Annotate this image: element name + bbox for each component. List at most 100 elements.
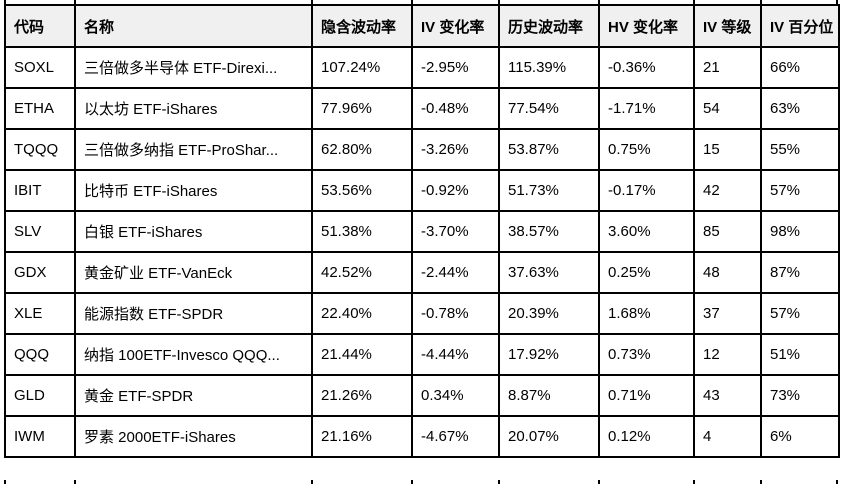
cell-code[interactable]: TQQQ	[4, 128, 76, 171]
cell-iv_percentile[interactable]: 87%	[760, 251, 840, 294]
table-row: ETHA 以太坊 ETF-iShares 77.96% -0.48% 77.54% -1.…	[4, 87, 840, 130]
cell-hv_change[interactable]: 1.68%	[598, 292, 695, 335]
cell-name[interactable]: 能源指数 ETF-SPDR	[74, 292, 313, 335]
cell-name[interactable]: 罗素 2000ETF-iShares	[74, 415, 313, 458]
cell-historical_volatility[interactable]: 115.39%	[498, 46, 600, 89]
cell-name[interactable]: 黄金 ETF-SPDR	[74, 374, 313, 417]
cell-iv_percentile[interactable]: 57%	[760, 292, 840, 335]
cell-implied_volatility[interactable]: 77.96%	[311, 87, 413, 130]
cell-iv_rank[interactable]: 4	[693, 415, 762, 458]
cell-hv_change[interactable]: 0.71%	[598, 374, 695, 417]
cell-name[interactable]: 黄金矿业 ETF-VanEck	[74, 251, 313, 294]
cell-implied_volatility[interactable]: 51.38%	[311, 210, 413, 253]
cell-code[interactable]: SOXL	[4, 46, 76, 89]
cell-hv_change[interactable]: 0.12%	[598, 415, 695, 458]
cell-historical_volatility[interactable]: 20.07%	[498, 415, 600, 458]
cell-historical_volatility[interactable]: 17.92%	[498, 333, 600, 376]
grid-line-stub	[693, 480, 695, 484]
cell-iv_change[interactable]: -2.44%	[411, 251, 500, 294]
cell-iv_rank[interactable]: 21	[693, 46, 762, 89]
cell-hv_change[interactable]: -0.17%	[598, 169, 695, 212]
cell-iv_change[interactable]: 0.34%	[411, 374, 500, 417]
cell-iv_rank[interactable]: 15	[693, 128, 762, 171]
cell-iv_percentile[interactable]: 57%	[760, 169, 840, 212]
cell-iv_percentile[interactable]: 66%	[760, 46, 840, 89]
cell-implied_volatility[interactable]: 62.80%	[311, 128, 413, 171]
cell-code[interactable]: SLV	[4, 210, 76, 253]
grid-line-stub	[74, 0, 76, 4]
cell-name[interactable]: 三倍做多纳指 ETF-ProShar...	[74, 128, 313, 171]
cell-hv_change[interactable]: 0.25%	[598, 251, 695, 294]
cell-iv_rank[interactable]: 43	[693, 374, 762, 417]
table-row: SLV 白银 ETF-iShares 51.38% -3.70% 38.57% 3.60%…	[4, 210, 840, 253]
cell-iv_percentile[interactable]: 6%	[760, 415, 840, 458]
cell-hv_change[interactable]: -0.36%	[598, 46, 695, 89]
column-header-historical_volatility[interactable]: 历史波动率	[498, 4, 600, 48]
cell-hv_change[interactable]: 0.73%	[598, 333, 695, 376]
cell-implied_volatility[interactable]: 53.56%	[311, 169, 413, 212]
cell-iv_rank[interactable]: 37	[693, 292, 762, 335]
cell-name[interactable]: 白银 ETF-iShares	[74, 210, 313, 253]
cell-iv_change[interactable]: -0.92%	[411, 169, 500, 212]
column-header-name[interactable]: 名称	[74, 4, 313, 48]
cell-historical_volatility[interactable]: 8.87%	[498, 374, 600, 417]
cell-implied_volatility[interactable]: 42.52%	[311, 251, 413, 294]
column-header-implied_volatility[interactable]: 隐含波动率	[311, 4, 413, 48]
table-row: GDX 黄金矿业 ETF-VanEck 42.52% -2.44% 37.63% 0.25…	[4, 251, 840, 294]
cell-iv_change[interactable]: -3.70%	[411, 210, 500, 253]
cell-iv_percentile[interactable]: 73%	[760, 374, 840, 417]
cell-iv_percentile[interactable]: 55%	[760, 128, 840, 171]
grid-line-stub	[498, 480, 500, 484]
column-header-code[interactable]: 代码	[4, 4, 76, 48]
grid-line-stub	[74, 480, 76, 484]
table-row: SOXL 三倍做多半导体 ETF-Direxi... 107.24% -2.95% 11…	[4, 46, 840, 89]
column-header-iv_percentile[interactable]: IV 百分位	[760, 4, 840, 48]
grid-line-stub	[598, 480, 600, 484]
cell-iv_rank[interactable]: 48	[693, 251, 762, 294]
cell-name[interactable]: 比特币 ETF-iShares	[74, 169, 313, 212]
cell-iv_change[interactable]: -0.48%	[411, 87, 500, 130]
cell-historical_volatility[interactable]: 51.73%	[498, 169, 600, 212]
cell-code[interactable]: IBIT	[4, 169, 76, 212]
cell-implied_volatility[interactable]: 21.44%	[311, 333, 413, 376]
cell-iv_rank[interactable]: 42	[693, 169, 762, 212]
cell-iv_percentile[interactable]: 63%	[760, 87, 840, 130]
cell-iv_rank[interactable]: 85	[693, 210, 762, 253]
cell-hv_change[interactable]: 0.75%	[598, 128, 695, 171]
cell-code[interactable]: GLD	[4, 374, 76, 417]
cell-code[interactable]: ETHA	[4, 87, 76, 130]
cell-historical_volatility[interactable]: 53.87%	[498, 128, 600, 171]
column-header-iv_rank[interactable]: IV 等级	[693, 4, 762, 48]
cell-iv_change[interactable]: -2.95%	[411, 46, 500, 89]
cell-implied_volatility[interactable]: 21.26%	[311, 374, 413, 417]
cell-iv_change[interactable]: -0.78%	[411, 292, 500, 335]
cell-iv_rank[interactable]: 54	[693, 87, 762, 130]
cell-implied_volatility[interactable]: 22.40%	[311, 292, 413, 335]
cell-iv_change[interactable]: -4.44%	[411, 333, 500, 376]
grid-line-stub	[311, 480, 313, 484]
cell-implied_volatility[interactable]: 107.24%	[311, 46, 413, 89]
cell-historical_volatility[interactable]: 20.39%	[498, 292, 600, 335]
grid-line-stub	[311, 0, 313, 4]
cell-code[interactable]: QQQ	[4, 333, 76, 376]
cell-implied_volatility[interactable]: 21.16%	[311, 415, 413, 458]
column-header-iv_change[interactable]: IV 变化率	[411, 4, 500, 48]
cell-iv_percentile[interactable]: 51%	[760, 333, 840, 376]
cell-code[interactable]: GDX	[4, 251, 76, 294]
cell-historical_volatility[interactable]: 37.63%	[498, 251, 600, 294]
cell-name[interactable]: 纳指 100ETF-Invesco QQQ...	[74, 333, 313, 376]
column-header-hv_change[interactable]: HV 变化率	[598, 4, 695, 48]
cell-historical_volatility[interactable]: 77.54%	[498, 87, 600, 130]
cell-iv_rank[interactable]: 12	[693, 333, 762, 376]
cell-iv_change[interactable]: -4.67%	[411, 415, 500, 458]
cell-code[interactable]: XLE	[4, 292, 76, 335]
cell-name[interactable]: 三倍做多半导体 ETF-Direxi...	[74, 46, 313, 89]
table-row: IBIT 比特币 ETF-iShares 53.56% -0.92% 51.73% -0.…	[4, 169, 840, 212]
cell-historical_volatility[interactable]: 38.57%	[498, 210, 600, 253]
cell-hv_change[interactable]: -1.71%	[598, 87, 695, 130]
cell-name[interactable]: 以太坊 ETF-iShares	[74, 87, 313, 130]
cell-iv_change[interactable]: -3.26%	[411, 128, 500, 171]
cell-iv_percentile[interactable]: 98%	[760, 210, 840, 253]
cell-code[interactable]: IWM	[4, 415, 76, 458]
cell-hv_change[interactable]: 3.60%	[598, 210, 695, 253]
